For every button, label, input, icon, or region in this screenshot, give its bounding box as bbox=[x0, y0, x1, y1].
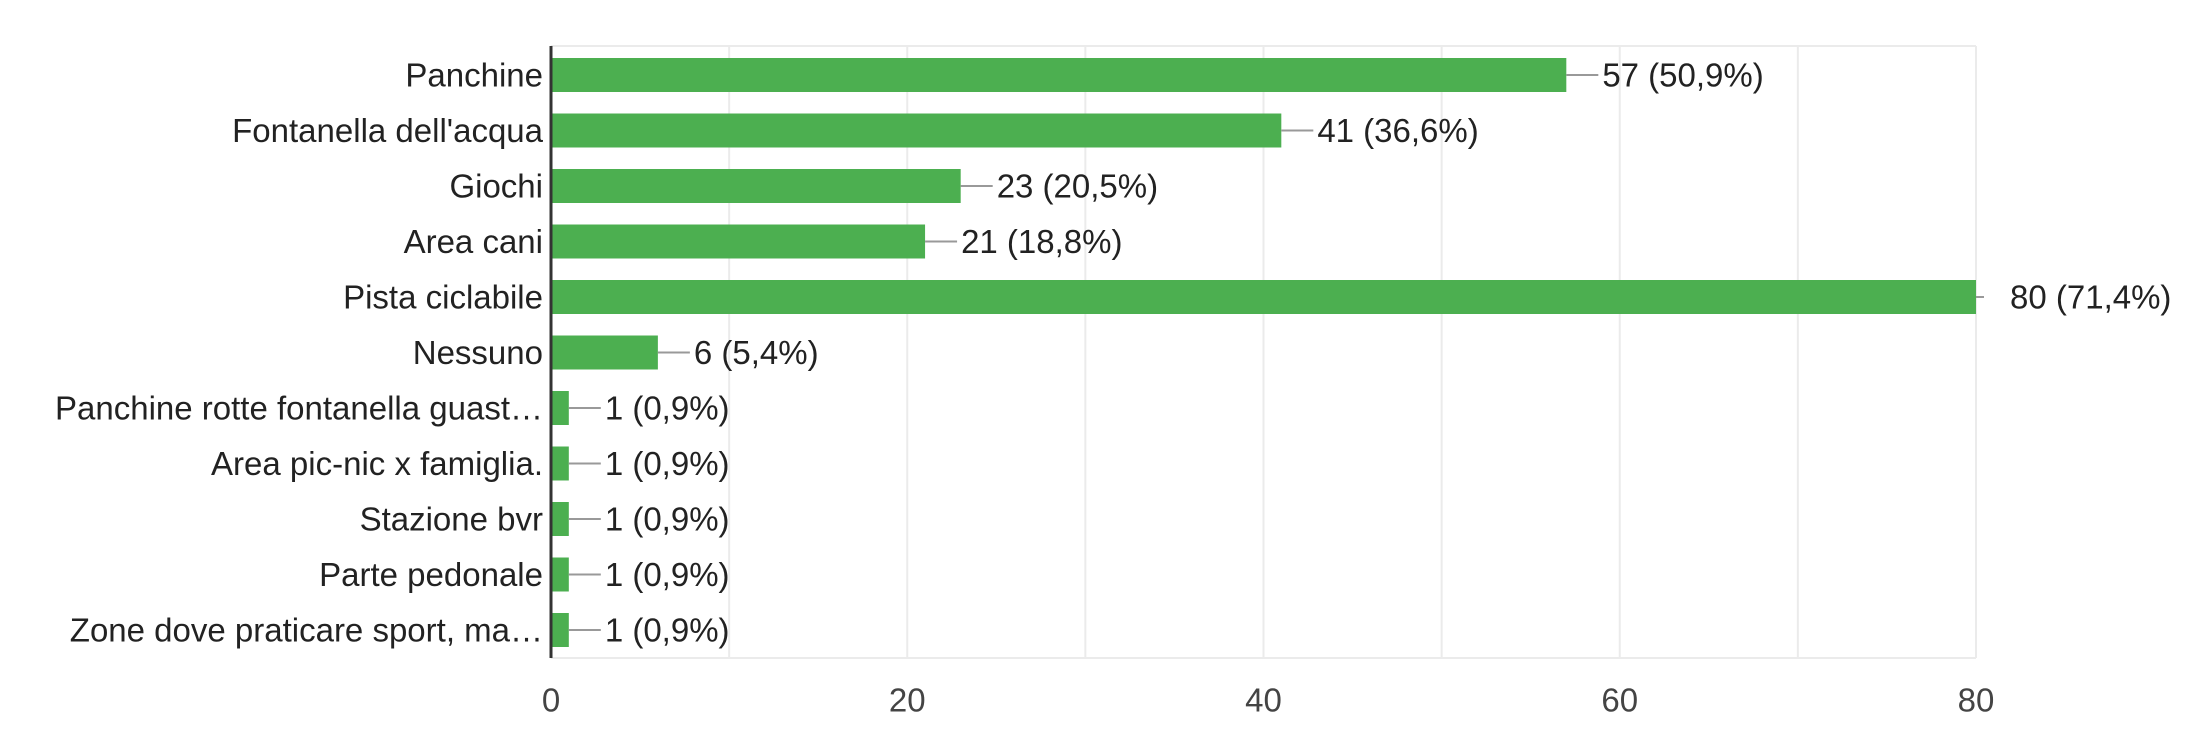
category-label: Nessuno bbox=[413, 334, 543, 371]
x-tick-label: 60 bbox=[1601, 682, 1638, 719]
data-label: 1 (0,9%) bbox=[605, 445, 730, 482]
grid-layer bbox=[551, 45, 1977, 659]
data-label: 80 (71,4%) bbox=[2010, 279, 2171, 316]
bar bbox=[551, 58, 1567, 92]
category-label: Pista ciclabile bbox=[343, 279, 543, 316]
bar bbox=[551, 557, 569, 592]
bar bbox=[551, 446, 569, 481]
bar bbox=[551, 335, 658, 370]
bar bbox=[551, 502, 569, 536]
category-label: Panchine bbox=[405, 57, 543, 94]
bar bbox=[551, 391, 569, 425]
bar bbox=[551, 113, 1282, 148]
data-label: 1 (0,9%) bbox=[605, 390, 730, 427]
x-tick-label: 0 bbox=[542, 682, 560, 719]
data-label: 1 (0,9%) bbox=[605, 612, 730, 649]
category-label: Area pic-nic x famiglia. bbox=[211, 445, 543, 482]
data-label: 23 (20,5%) bbox=[997, 168, 1158, 205]
data-label: 21 (18,8%) bbox=[961, 223, 1122, 260]
category-label: Panchine rotte fontanella guast… bbox=[55, 390, 543, 427]
category-label: Parte pedonale bbox=[319, 556, 543, 593]
data-label: 6 (5,4%) bbox=[694, 334, 819, 371]
category-label: Stazione bvr bbox=[360, 501, 543, 538]
bar bbox=[551, 613, 569, 647]
data-label: 41 (36,6%) bbox=[1317, 112, 1478, 149]
category-label: Zone dove praticare sport, ma… bbox=[70, 612, 543, 649]
data-label: 1 (0,9%) bbox=[605, 556, 730, 593]
x-tick-label: 40 bbox=[1245, 682, 1282, 719]
bar bbox=[551, 169, 961, 203]
x-tick-label: 20 bbox=[889, 682, 926, 719]
bars-layer bbox=[551, 58, 1976, 647]
x-tick-label: 80 bbox=[1958, 682, 1995, 719]
data-label: 1 (0,9%) bbox=[605, 501, 730, 538]
bar bbox=[551, 280, 1976, 314]
category-label: Fontanella dell'acqua bbox=[232, 112, 544, 149]
category-label: Giochi bbox=[449, 168, 543, 205]
category-label: Area cani bbox=[404, 223, 543, 260]
labels-layer: Panchine 57 (50,9%) Fontanella dell'acqua 4… bbox=[55, 57, 2171, 649]
data-label: 57 (50,9%) bbox=[1602, 57, 1763, 94]
axis-layer: 0 20 40 60 80 bbox=[542, 46, 1995, 719]
bar bbox=[551, 224, 926, 259]
